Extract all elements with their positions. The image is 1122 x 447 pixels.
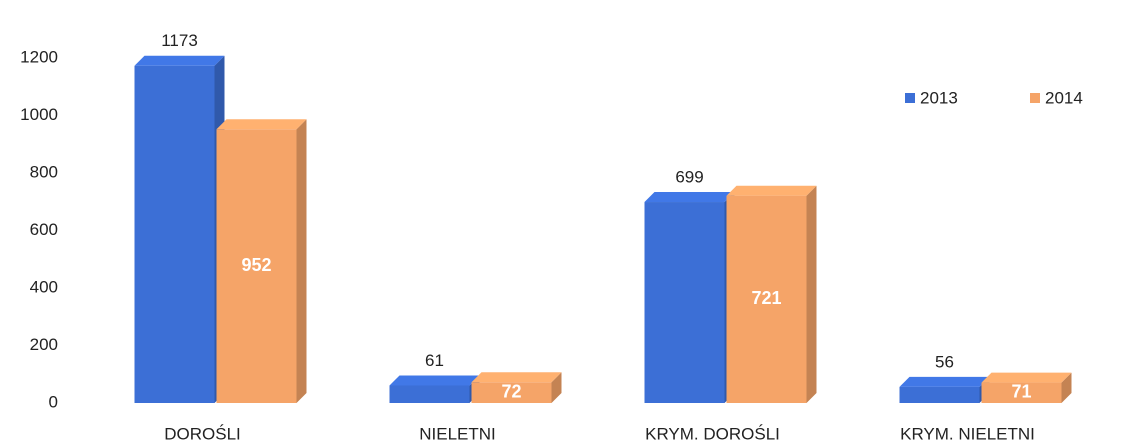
y-tick-label: 1000 <box>20 105 58 124</box>
bar <box>134 65 215 403</box>
bar <box>981 382 1062 403</box>
bar <box>726 195 807 403</box>
value-label: 61 <box>425 351 444 370</box>
value-label: 952 <box>241 255 271 275</box>
x-tick-label: KRYM. NIELETNI <box>900 424 1035 443</box>
legend-label: 2014 <box>1045 88 1083 107</box>
value-label: 56 <box>935 352 954 371</box>
bar-top <box>981 372 1072 383</box>
bar-top <box>471 372 562 383</box>
y-tick-label: 400 <box>30 277 58 296</box>
bar <box>216 129 297 404</box>
y-tick-label: 200 <box>30 335 58 354</box>
bar-side <box>1061 372 1072 403</box>
y-tick-label: 600 <box>30 220 58 239</box>
x-tick-label: KRYM. DOROŚLI <box>645 424 780 443</box>
bar <box>644 202 725 403</box>
bar-top <box>216 119 307 130</box>
value-label: 71 <box>1011 382 1031 402</box>
value-label: 72 <box>501 381 521 401</box>
bar <box>471 382 552 403</box>
value-label: 721 <box>751 288 781 308</box>
bar <box>389 385 470 403</box>
bar-top <box>899 376 990 387</box>
value-label: 699 <box>675 168 703 187</box>
bar <box>899 386 980 403</box>
bar-top <box>134 55 225 66</box>
bar-side <box>551 372 562 403</box>
bar-top <box>726 185 817 196</box>
bar-side <box>806 185 817 403</box>
legend-swatch <box>905 93 915 103</box>
legend-label: 2013 <box>920 88 958 107</box>
y-tick-label: 0 <box>49 392 58 411</box>
x-tick-label: DOROŚLI <box>164 424 241 443</box>
bar-top <box>644 192 735 203</box>
y-tick-label: 800 <box>30 162 58 181</box>
x-tick-label: NIELETNI <box>419 424 496 443</box>
bar-side <box>296 119 307 404</box>
y-tick-label: 1200 <box>20 47 58 66</box>
bar-top <box>389 375 480 386</box>
value-label: 1173 <box>161 31 198 50</box>
legend-swatch <box>1030 93 1040 103</box>
